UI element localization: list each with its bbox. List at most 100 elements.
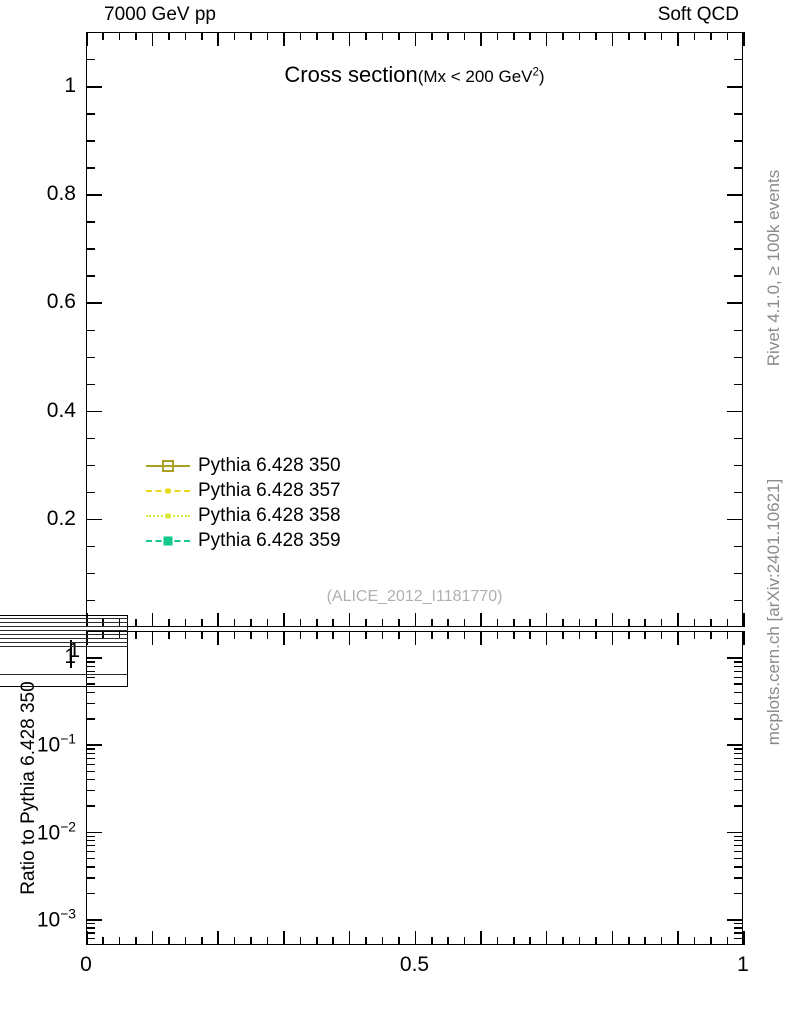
ratio-overflow-artifact-line	[0, 626, 128, 628]
axis-tick	[734, 927, 743, 929]
axis-tick	[726, 32, 729, 40]
axis-tick	[102, 937, 105, 945]
axis-tick	[727, 194, 743, 196]
axis-tick	[86, 545, 95, 548]
axis-tick	[151, 32, 154, 46]
axis-tick	[200, 937, 203, 945]
legend: Pythia 6.428 350 Pythia 6.428 357 Pythia 6…	[146, 453, 341, 553]
axis-tick	[513, 32, 515, 40]
axis-tick	[283, 613, 285, 627]
axis-tick	[595, 32, 597, 40]
axis-tick	[743, 613, 745, 627]
axis-tick	[118, 32, 121, 40]
axis-tick	[447, 937, 449, 945]
axis-tick	[562, 631, 564, 639]
axis-tick	[734, 437, 743, 440]
ratio-overflow-tick-label: 1	[68, 639, 80, 662]
axis-tick	[348, 613, 351, 627]
axis-tick	[578, 32, 581, 40]
axis-tick	[118, 937, 121, 945]
axis-tick	[250, 937, 252, 945]
analysis-name-watermark: (ALICE_2012_I1181770)	[326, 588, 503, 605]
axis-tick	[734, 670, 743, 673]
main-y-tick-label: 1	[64, 74, 76, 98]
legend-entry[interactable]: Pythia 6.428 359	[146, 528, 341, 553]
axis-tick	[734, 676, 743, 678]
axis-tick	[545, 613, 548, 627]
axis-tick	[414, 32, 417, 46]
legend-entry[interactable]: Pythia 6.428 357	[146, 478, 341, 503]
plot-title: Cross section(Mx < 200 GeV2)	[86, 62, 743, 88]
axis-tick	[727, 918, 743, 921]
ratio-overflow-artifact-line	[0, 630, 128, 632]
axis-tick	[513, 631, 515, 639]
axis-tick	[513, 619, 515, 627]
axis-tick	[86, 383, 95, 385]
axis-tick	[86, 702, 95, 705]
axis-tick	[86, 32, 95, 34]
axis-tick	[266, 937, 269, 945]
axis-tick	[463, 32, 466, 40]
axis-tick	[86, 805, 95, 807]
axis-tick	[734, 938, 743, 940]
axis-tick	[414, 931, 417, 945]
axis-tick	[734, 718, 743, 720]
mcplots-source-caption: mcplots.cern.ch [arXiv:2401.10621]	[764, 478, 783, 746]
axis-tick	[611, 32, 614, 46]
axis-tick	[734, 32, 743, 34]
axis-tick	[86, 932, 95, 934]
axis-tick	[283, 931, 285, 945]
axis-tick	[660, 937, 663, 945]
axis-tick	[86, 877, 95, 879]
axis-tick	[86, 918, 102, 921]
axis-tick	[381, 937, 384, 945]
axis-tick	[628, 32, 630, 40]
x-tick-label: 1	[737, 953, 749, 976]
axis-tick	[86, 763, 95, 766]
axis-tick	[398, 32, 400, 40]
main-y-tick-label: 0.4	[46, 398, 76, 422]
axis-tick	[660, 631, 663, 639]
axis-tick	[727, 302, 743, 305]
axis-tick	[734, 845, 743, 847]
axis-tick	[414, 613, 417, 627]
axis-tick	[283, 32, 285, 46]
axis-tick	[266, 619, 269, 627]
axis-tick	[611, 631, 614, 645]
axis-tick	[734, 221, 743, 223]
axis-tick	[578, 619, 581, 627]
axis-tick	[86, 661, 95, 663]
axis-tick	[529, 937, 532, 945]
axis-tick	[315, 619, 318, 627]
axis-tick	[86, 248, 95, 250]
axis-tick	[381, 32, 384, 40]
axis-tick	[184, 631, 187, 639]
axis-tick	[726, 937, 729, 945]
axis-tick	[86, 748, 95, 750]
axis-tick	[266, 32, 269, 40]
axis-tick	[86, 657, 102, 660]
axis-tick	[529, 32, 532, 40]
axis-tick	[365, 619, 367, 627]
ratio-axis-label: Ratio to Pythia 6.428 350	[18, 681, 39, 895]
axis-tick	[365, 32, 367, 40]
axis-tick	[86, 892, 95, 894]
axis-tick	[529, 619, 532, 627]
axis-tick	[734, 805, 743, 807]
header-beam-label: 7000 GeV pp	[104, 4, 216, 25]
axis-tick	[743, 931, 745, 945]
axis-tick	[734, 779, 743, 781]
axis-tick	[447, 619, 449, 627]
legend-line-sample	[146, 455, 190, 477]
axis-tick	[545, 931, 548, 945]
axis-tick	[562, 32, 564, 40]
legend-entry[interactable]: Pythia 6.428 350	[146, 453, 341, 478]
axis-tick	[86, 840, 95, 842]
axis-tick	[365, 937, 367, 945]
axis-tick	[86, 866, 95, 868]
legend-entry-label: Pythia 6.428 358	[198, 504, 341, 526]
axis-tick	[480, 613, 482, 627]
axis-tick	[86, 329, 95, 331]
legend-entry[interactable]: Pythia 6.428 358	[146, 503, 341, 528]
axis-tick	[463, 619, 466, 627]
